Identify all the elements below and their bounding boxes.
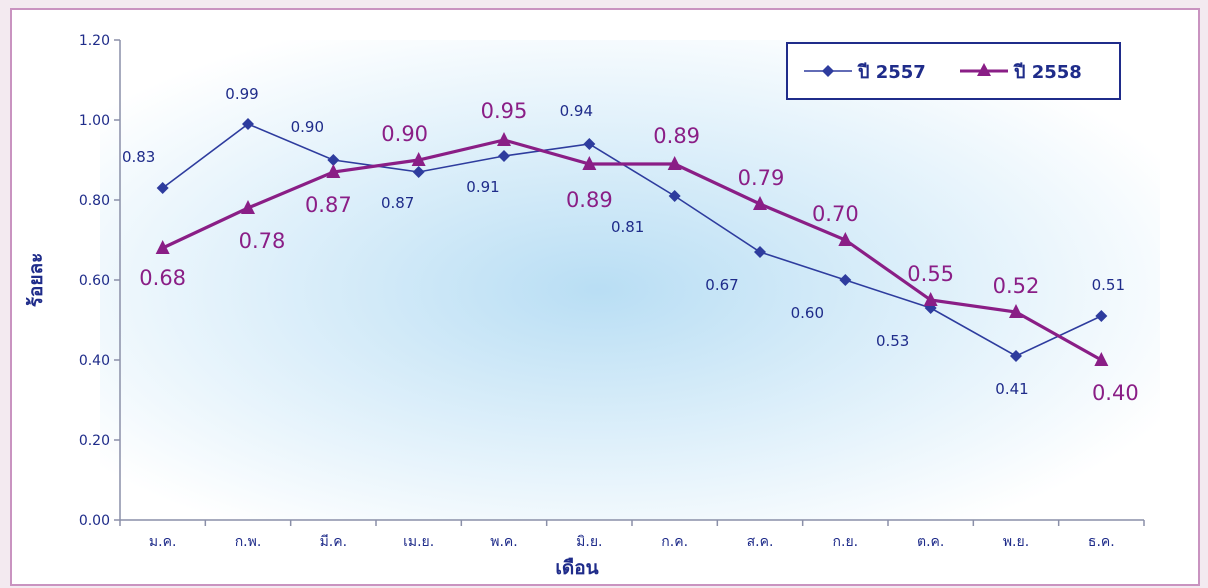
series-layer bbox=[155, 118, 1109, 366]
x-axis-title: เดือน bbox=[555, 557, 598, 579]
legend-label-2557: ปี 2557 bbox=[857, 62, 926, 83]
x-tick-label: ก.พ. bbox=[235, 534, 262, 550]
series-2558-point bbox=[838, 232, 853, 246]
data-label-2557: 0.53 bbox=[876, 332, 909, 350]
series-2557-point bbox=[327, 154, 340, 166]
data-label-2558: 0.87 bbox=[305, 193, 352, 217]
data-label-2558: 0.68 bbox=[139, 266, 186, 290]
y-tick-label: 0.40 bbox=[79, 353, 110, 369]
series-2558-point bbox=[1009, 304, 1023, 318]
series-2558-point bbox=[582, 156, 597, 170]
data-label-2558: 0.40 bbox=[1092, 381, 1139, 405]
y-tick-label: 1.00 bbox=[79, 113, 110, 129]
series-2557-point bbox=[839, 274, 852, 286]
series-2557-point bbox=[412, 166, 425, 178]
data-label-2558: 0.79 bbox=[738, 166, 785, 190]
data-labels: 0.83 0.99 0.90 0.87 0.91 0.94 0.81 0.67 0.60 0.53… bbox=[122, 85, 1139, 405]
data-label-2557: 0.91 bbox=[466, 178, 499, 196]
y-tick-label: 0.60 bbox=[79, 273, 110, 289]
series-2557-point bbox=[668, 190, 681, 202]
series-2557-line bbox=[162, 123, 1102, 357]
y-tick-label: 0.20 bbox=[79, 433, 110, 449]
data-label-2558: 0.55 bbox=[907, 262, 954, 286]
data-label-2557: 0.60 bbox=[791, 304, 824, 322]
data-label-2557: 0.90 bbox=[291, 118, 324, 136]
legend-label-2558: ปี 2558 bbox=[1013, 62, 1082, 83]
data-label-2557: 0.81 bbox=[611, 218, 644, 236]
series-2558-point bbox=[241, 200, 255, 214]
data-label-2557: 0.67 bbox=[705, 276, 738, 294]
data-label-2557: 0.41 bbox=[995, 380, 1028, 398]
data-label-2557: 0.94 bbox=[560, 102, 593, 120]
x-tick-label: เม.ย. bbox=[403, 534, 434, 550]
line-chart: 0.00 0.20 0.40 0.60 0.80 1.00 1.20 ม.ค. ก.พ. มี.ค… bbox=[25, 33, 1160, 579]
data-label-2558: 0.95 bbox=[481, 99, 528, 123]
x-tick-label: มี.ค. bbox=[320, 534, 348, 550]
series-2557-point bbox=[754, 246, 766, 258]
series-2558-point bbox=[667, 156, 682, 170]
series-2558-line bbox=[161, 138, 1103, 362]
data-label-2557: 0.99 bbox=[225, 85, 258, 103]
series-2558-point bbox=[923, 292, 938, 306]
series-2557-point bbox=[1010, 350, 1022, 362]
series-2557-point bbox=[498, 150, 510, 162]
x-tick-label: พ.ค. bbox=[490, 534, 518, 550]
series-2558-point bbox=[753, 196, 767, 210]
x-tick-label: ม.ค. bbox=[149, 534, 177, 550]
data-label-2557: 0.83 bbox=[122, 148, 155, 166]
legend: ปี 2557 ปี 2558 bbox=[786, 42, 1121, 100]
data-label-2557: 0.51 bbox=[1092, 276, 1125, 294]
y-tick-label: 1.20 bbox=[79, 33, 110, 49]
data-label-2558: 0.52 bbox=[993, 274, 1040, 298]
y-axis-title: ร้อยละ bbox=[25, 253, 47, 308]
data-label-2558: 0.89 bbox=[653, 124, 700, 148]
plot-background bbox=[100, 40, 1160, 520]
series-2557-point bbox=[242, 118, 254, 130]
legend-marker-2558 bbox=[977, 63, 991, 76]
x-tick-label: ต.ค. bbox=[917, 534, 944, 550]
series-2557-point bbox=[583, 138, 596, 150]
data-label-2558: 0.70 bbox=[812, 202, 859, 226]
series-2558-point bbox=[411, 152, 426, 166]
series-2558-point bbox=[497, 132, 511, 146]
x-tick-label: มิ.ย. bbox=[576, 534, 602, 550]
legend-marker-2557 bbox=[822, 65, 834, 77]
x-tick-label: ก.ย. bbox=[833, 534, 859, 550]
chart-frame: 0.00 0.20 0.40 0.60 0.80 1.00 1.20 ม.ค. ก.พ. มี.ค… bbox=[10, 8, 1200, 586]
series-2558-point bbox=[1094, 352, 1109, 366]
x-tick-label: ก.ค. bbox=[661, 534, 688, 550]
y-tick-label: 0.80 bbox=[79, 193, 110, 209]
x-tick-label: ธ.ค. bbox=[1088, 534, 1115, 550]
x-tick-label: ส.ค. bbox=[747, 534, 774, 550]
series-2558-point bbox=[326, 164, 341, 178]
y-tick-label: 0.00 bbox=[79, 513, 110, 529]
x-tick-label: พ.ย. bbox=[1003, 534, 1029, 550]
data-label-2558: 0.78 bbox=[239, 229, 286, 253]
series-2557-point bbox=[156, 182, 169, 194]
data-label-2557: 0.87 bbox=[381, 194, 414, 212]
series-2557-point bbox=[1095, 310, 1108, 322]
data-label-2558: 0.89 bbox=[566, 188, 613, 212]
series-2558-point bbox=[155, 240, 170, 254]
data-label-2558: 0.90 bbox=[381, 122, 428, 146]
axes: 0.00 0.20 0.40 0.60 0.80 1.00 1.20 ม.ค. ก.พ. มี.ค… bbox=[79, 33, 1145, 550]
